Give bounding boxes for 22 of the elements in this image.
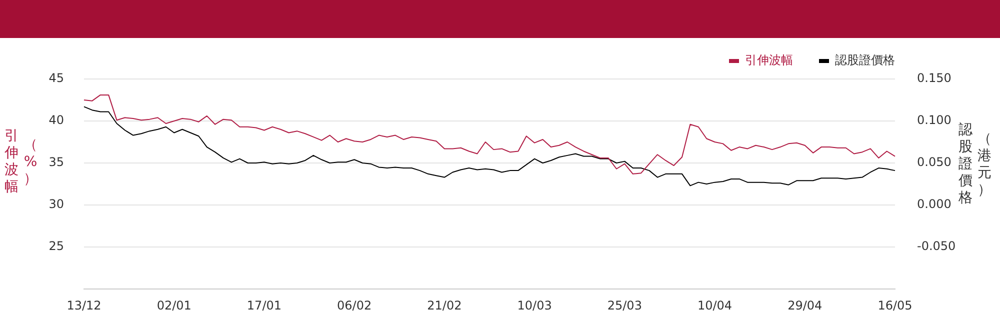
y-tick-label: 40 [48,113,64,128]
x-tick-label: 06/02 [337,298,372,312]
y2-tick-label: 0.150 [917,71,952,86]
x-tick-label: 29/04 [788,298,822,312]
legend-label: 認股證價格 [835,52,895,69]
x-tick-label: 25/03 [607,298,642,312]
y-tick-label: 25 [48,239,64,254]
x-tick-label: 10/03 [517,298,552,312]
x-tick-label: 10/04 [697,298,732,312]
x-tick-label: 21/02 [427,298,462,312]
x-tick-label: 17/01 [246,298,282,312]
y2-tick-label: -0.050 [917,239,956,254]
y2-tick-label: 0.100 [917,113,952,128]
y2-tick-label: 0.050 [917,155,952,170]
y-tick-label: 45 [48,71,64,86]
y-tick-label: 30 [48,197,64,212]
x-tick-label: 02/01 [156,298,192,312]
x-tick-label: 16/05 [878,298,912,312]
y2-tick-label: 0.000 [917,197,952,212]
legend-label: 引伸波幅 [745,52,793,69]
y-tick-label: 35 [48,155,64,170]
x-tick-label: 13/12 [66,298,102,312]
